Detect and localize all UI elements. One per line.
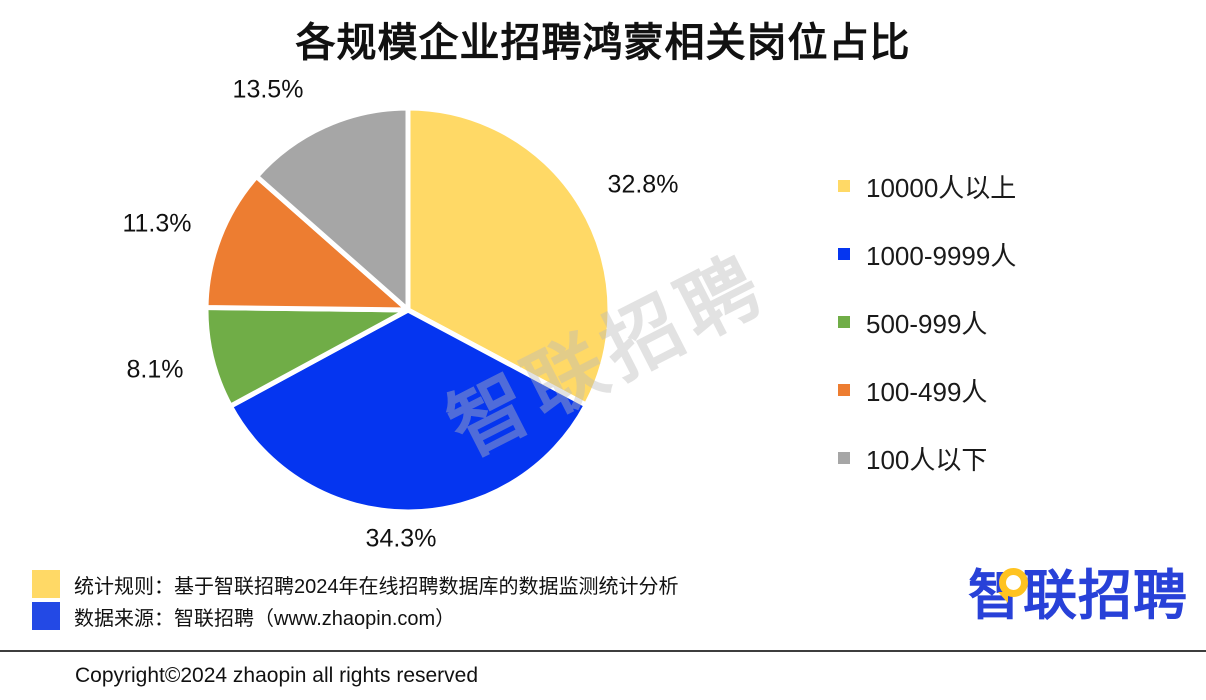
note-swatch-icon: [32, 602, 60, 630]
note-swatch-icon: [32, 570, 60, 598]
legend-swatch-icon: [838, 248, 850, 260]
legend-item: 10000人以上: [838, 168, 1016, 204]
legend-item: 100人以下: [838, 440, 1016, 476]
footnote-statistics-rule: 统计规则：基于智联招聘2024年在线招聘数据库的数据监测统计分析: [32, 570, 679, 598]
pie-percent-label: 11.3%: [122, 209, 192, 238]
zhaopin-logo: 智联招聘: [968, 566, 1198, 632]
legend-label: 10000人以上: [866, 172, 1017, 203]
legend-label: 100人以下: [866, 444, 988, 475]
footer-divider: [0, 650, 1206, 652]
pie-slice-0: [405, 105, 613, 408]
legend-item: 100-499人: [838, 372, 1016, 408]
location-pin-icon: [999, 568, 1028, 597]
legend-swatch-icon: [838, 384, 850, 396]
legend-swatch-icon: [838, 180, 850, 192]
legend-item: 500-999人: [838, 304, 1016, 340]
legend-swatch-icon: [838, 316, 850, 328]
chart-title: 各规模企业招聘鸿蒙相关岗位占比: [295, 21, 911, 65]
footnotes: 统计规则：基于智联招聘2024年在线招聘数据库的数据监测统计分析 数据来源：智联…: [32, 570, 679, 634]
chart-legend: 10000人以上 1000-9999人 500-999人 100-499人 10…: [838, 168, 1016, 508]
copyright-text: Copyright©2024 zhaopin all rights reserv…: [75, 664, 479, 687]
footnote-text: 统计规则：基于智联招聘2024年在线招聘数据库的数据监测统计分析: [74, 575, 679, 598]
pie-percent-label: 8.1%: [126, 355, 184, 384]
pie-slice-3: [203, 173, 411, 313]
pie-percent-label: 34.3%: [365, 524, 437, 553]
legend-swatch-icon: [838, 452, 850, 464]
location-pin-tail-icon: [998, 592, 1008, 603]
pie-percent-label: 32.8%: [607, 170, 679, 199]
footnote-data-source: 数据来源：智联招聘（www.zhaopin.com）: [32, 602, 679, 630]
pie-percent-label: 13.5%: [232, 75, 304, 104]
legend-label: 500-999人: [866, 308, 988, 339]
pie-slice-4: [253, 105, 411, 313]
pie-chart: [202, 104, 614, 516]
legend-label: 1000-9999人: [866, 240, 1017, 271]
legend-item: 1000-9999人: [838, 236, 1016, 272]
pie-chart-svg: [203, 105, 613, 515]
legend-label: 100-499人: [866, 376, 988, 407]
footnote-text: 数据来源：智联招聘（www.zhaopin.com）: [74, 607, 456, 630]
